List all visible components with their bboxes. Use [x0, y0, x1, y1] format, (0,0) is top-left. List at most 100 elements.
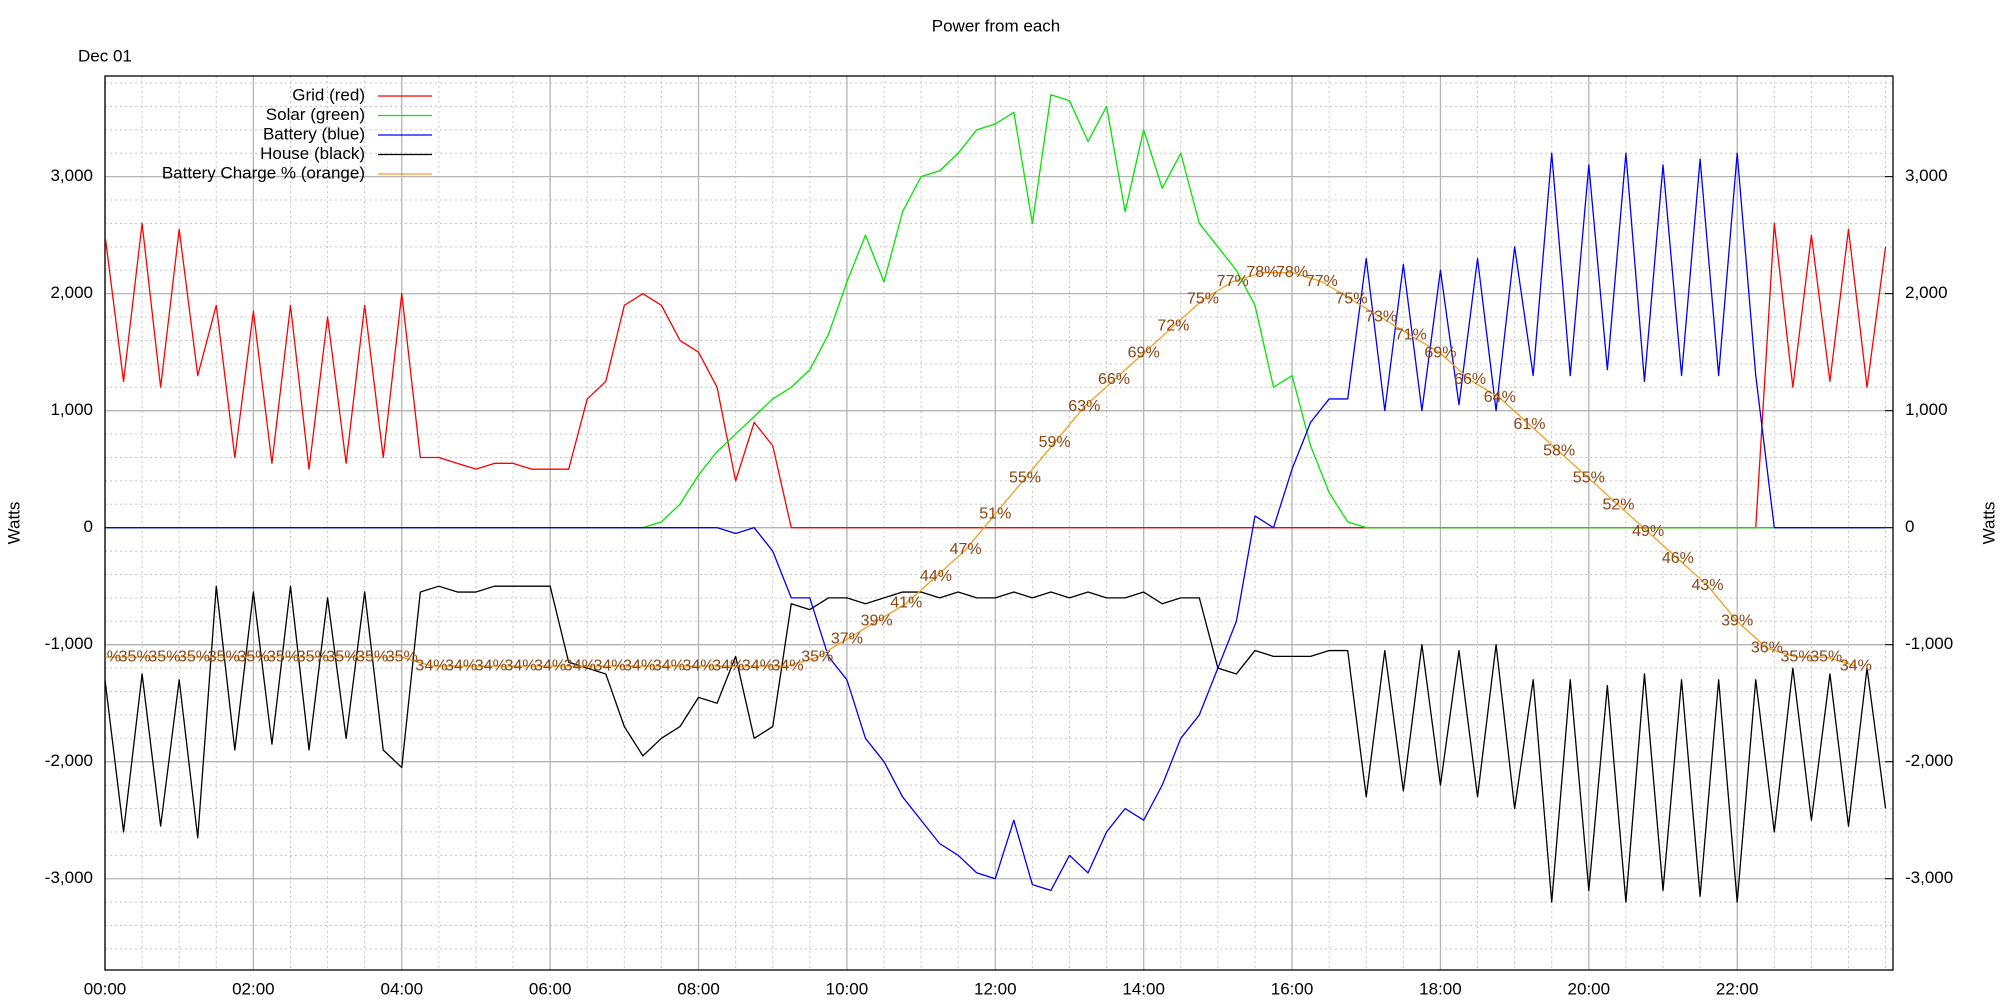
data-label: 77%	[1217, 273, 1249, 290]
data-label: 43%	[1692, 577, 1724, 594]
data-label: 37%	[831, 630, 863, 647]
data-label: 34%	[475, 657, 507, 674]
data-label: 75%	[1187, 291, 1219, 308]
data-label: 46%	[1662, 550, 1694, 567]
data-label: 34%	[683, 657, 715, 674]
data-label: 35%	[208, 648, 240, 665]
y2-tick-label: -2,000	[1905, 751, 1953, 770]
y-tick-label: 1,000	[50, 400, 93, 419]
data-label: 34%	[712, 657, 744, 674]
y-tick-label: 0	[84, 517, 93, 536]
data-label: 59%	[1039, 434, 1071, 451]
data-label: 78%	[1246, 264, 1278, 281]
data-label: 35%	[1810, 648, 1842, 665]
series-line	[105, 272, 1857, 667]
data-label: 75%	[1335, 291, 1367, 308]
data-label: 77%	[1306, 273, 1338, 290]
data-label: 35%	[356, 648, 388, 665]
data-label: 35%	[386, 648, 418, 665]
data-label: 72%	[1157, 318, 1189, 335]
x-tick-label: 00:00	[84, 979, 127, 998]
x-tick-label: 22:00	[1716, 979, 1759, 998]
data-label: 35%	[178, 648, 210, 665]
series-line	[105, 152, 1886, 892]
data-label: 35%	[297, 648, 329, 665]
data-label: 34%	[504, 657, 536, 674]
data-label: 61%	[1513, 416, 1545, 433]
data-label: 34%	[742, 657, 774, 674]
y-tick-label: 3,000	[50, 166, 93, 185]
y-axis-label: Watts	[4, 502, 23, 545]
data-label: 34%	[445, 657, 477, 674]
x-tick-label: 02:00	[232, 979, 275, 998]
chart-title: Power from each	[932, 16, 1061, 35]
x-tick-label: 16:00	[1271, 979, 1314, 998]
x-tick-label: 06:00	[529, 979, 572, 998]
x-tick-label: 12:00	[974, 979, 1017, 998]
data-label: 66%	[1098, 371, 1130, 388]
data-label: 64%	[1484, 389, 1516, 406]
data-label: 44%	[920, 568, 952, 585]
data-label: 34%	[534, 657, 566, 674]
y-tick-label: 2,000	[50, 283, 93, 302]
x-tick-label: 14:00	[1122, 979, 1165, 998]
y2-tick-label: -1,000	[1905, 634, 1953, 653]
data-label: 34%	[593, 657, 625, 674]
data-label: 69%	[1128, 344, 1160, 361]
y2-tick-label: 2,000	[1905, 283, 1948, 302]
legend-label: Battery Charge % (orange)	[162, 163, 365, 182]
data-label: 66%	[1454, 371, 1486, 388]
y2-tick-label: 1,000	[1905, 400, 1948, 419]
data-label: 36%	[1751, 639, 1783, 656]
data-label: 49%	[1632, 523, 1664, 540]
data-label: 39%	[1721, 613, 1753, 630]
data-label: 73%	[1365, 309, 1397, 326]
data-label: 35%	[267, 648, 299, 665]
legend-label: Battery (blue)	[263, 124, 365, 143]
series-line	[105, 585, 1887, 903]
data-label: 69%	[1424, 344, 1456, 361]
legend-label: House (black)	[260, 144, 365, 163]
data-label: 35%	[237, 648, 269, 665]
y2-tick-label: 3,000	[1905, 166, 1948, 185]
y-tick-label: -2,000	[45, 751, 93, 770]
y2-axis-label: Watts	[1979, 502, 1998, 545]
data-label: 55%	[1009, 470, 1041, 487]
data-label: 34%	[1840, 657, 1872, 674]
data-label: 34%	[564, 657, 596, 674]
y2-tick-label: 0	[1905, 517, 1914, 536]
legend-label: Grid (red)	[292, 85, 365, 104]
data-label: 47%	[950, 541, 982, 558]
x-tick-label: 04:00	[380, 979, 423, 998]
data-label: 34%	[772, 657, 804, 674]
data-label: 34%	[623, 657, 655, 674]
legend-label: Solar (green)	[266, 105, 365, 124]
y-tick-label: -1,000	[45, 634, 93, 653]
data-label: 34%	[653, 657, 685, 674]
data-label: 34%	[415, 657, 447, 674]
data-label: 35%	[148, 648, 180, 665]
data-label: 35%	[801, 648, 833, 665]
data-label: 51%	[979, 505, 1011, 522]
x-tick-label: 18:00	[1419, 979, 1462, 998]
data-label: 39%	[861, 613, 893, 630]
y2-tick-label: -3,000	[1905, 868, 1953, 887]
data-label: 55%	[1573, 470, 1605, 487]
data-label: 35%	[326, 648, 358, 665]
data-label: 78%	[1276, 264, 1308, 281]
plot-frame	[104, 75, 1894, 971]
data-label: 41%	[890, 595, 922, 612]
x-tick-label: 08:00	[677, 979, 720, 998]
y-tick-label: -3,000	[45, 868, 93, 887]
data-label: 52%	[1602, 496, 1634, 513]
plot-area: 35%35%35%35%35%35%35%35%35%35%35%34%34%3…	[105, 94, 1887, 903]
data-label: 58%	[1543, 443, 1575, 460]
x-tick-label: 20:00	[1568, 979, 1611, 998]
chart-subtitle: Dec 01	[78, 46, 132, 65]
data-label: 35%	[119, 648, 151, 665]
x-tick-label: 10:00	[826, 979, 869, 998]
data-label: 35%	[1781, 648, 1813, 665]
